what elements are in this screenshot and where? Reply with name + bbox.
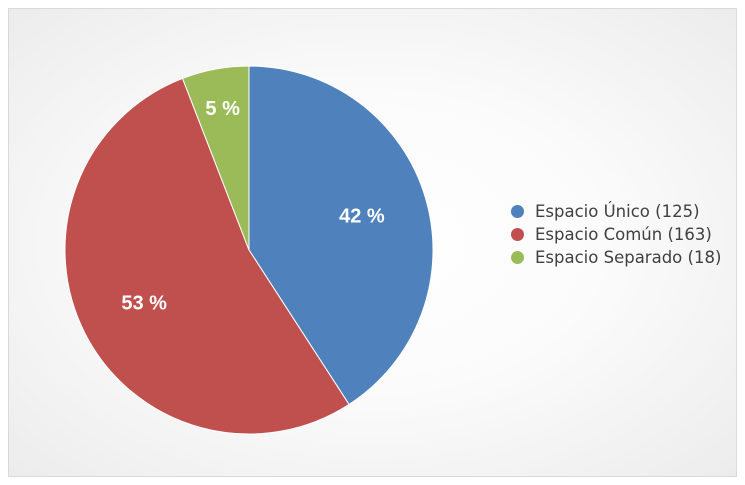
legend-item-espacio-unico: Espacio Único (125) [511,200,721,223]
pie-slice-espacio-separado [181,65,250,251]
legend-swatch-espacio-unico [511,205,524,218]
legend-swatch-espacio-separado [511,251,524,264]
pie-labels: 42 % 53 % 5 % [121,98,385,315]
pie-label-espacio-comun: 53 % [121,293,167,315]
pie-slices [64,65,434,435]
legend-label-espacio-comun: Espacio Común (163) [535,225,712,244]
pie-label-espacio-separado: 5 % [205,98,240,120]
legend-swatch-espacio-comun [511,228,524,241]
pie-label-espacio-unico: 42 % [339,206,385,228]
legend: Espacio Único (125) Espacio Común (163) … [511,200,721,269]
legend-label-espacio-separado: Espacio Separado (18) [535,248,722,267]
legend-item-espacio-comun: Espacio Común (163) [511,223,721,246]
legend-label-espacio-unico: Espacio Único (125) [535,202,700,221]
chart-area: 42 % 53 % 5 % Espacio Único (125) Espacio … [8,8,737,477]
pie-slice-espacio-comun [64,77,350,435]
pie-slice-espacio-unico [248,65,434,406]
legend-item-espacio-separado: Espacio Separado (18) [511,246,721,269]
pie-chart: 42 % 53 % 5 % [64,65,434,435]
